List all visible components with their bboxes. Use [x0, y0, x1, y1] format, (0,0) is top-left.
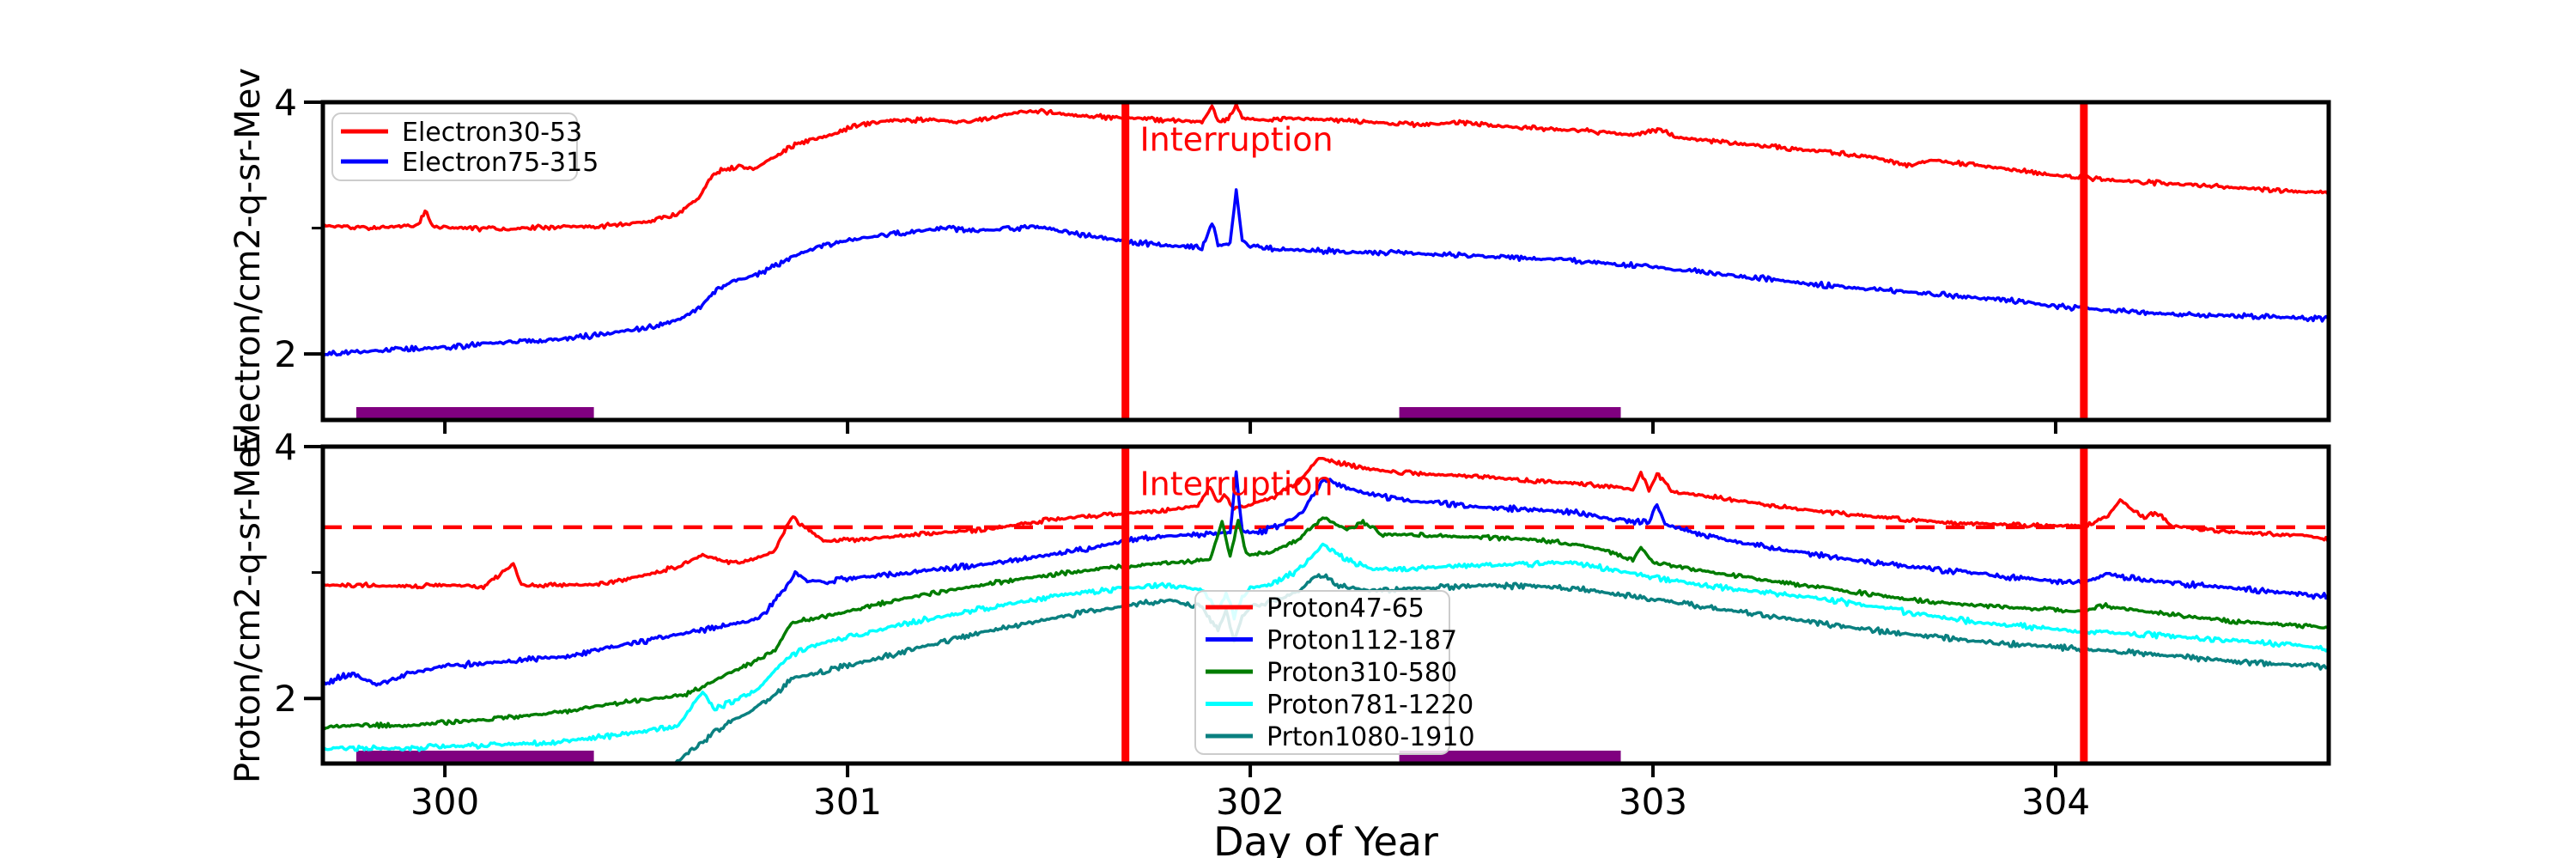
interval-span-bar: [1399, 751, 1621, 764]
y-tick-label: 2: [274, 333, 297, 375]
interruption-annotation: Interruption: [1139, 465, 1333, 502]
x-tick-label: 304: [2021, 781, 2090, 823]
x-tick-label: 300: [410, 781, 479, 823]
legend-label: Electron75-315: [402, 148, 598, 178]
legend-label: Proton47-65: [1267, 593, 1425, 624]
series-line-Electron30-53: [323, 102, 2329, 233]
series-line-Electron75-315: [323, 188, 2329, 357]
interval-span-bar: [355, 407, 594, 420]
series-line-Prton1080-1910: [672, 573, 2329, 764]
y-tick-label: 2: [274, 678, 297, 720]
legend-label: Proton112-187: [1267, 626, 1457, 656]
panel-spine-box: [320, 444, 2331, 766]
legend-box: Proton47-65Proton112-187Proton310-580Pro…: [1194, 590, 1475, 755]
x-tick-label: 301: [813, 781, 882, 823]
legend-label: Proton781-1220: [1267, 691, 1473, 721]
interruption-annotation: Interruption: [1139, 120, 1333, 158]
y-tick-label: 4: [274, 82, 297, 124]
y-tick-label: 4: [274, 426, 297, 468]
x-axis-label: Day of Year: [1213, 818, 1438, 858]
series-line-Proton112-187: [323, 470, 2329, 687]
legend-frame: [1194, 590, 1450, 755]
legend-label: Electron30-53: [402, 118, 582, 148]
panel-spine-box: [320, 100, 2331, 423]
interval-span-bar: [355, 751, 594, 764]
series-line-Proton310-580: [323, 516, 2329, 731]
legend-label: Proton310-580: [1267, 658, 1457, 688]
y-axis-label-proton: Proton/cm2-q-sr-Mev: [228, 427, 268, 783]
legend-frame: [331, 113, 578, 181]
series-line-Proton781-1220: [323, 542, 2329, 752]
x-tick-label: 303: [1619, 781, 1687, 823]
panel-proton: Interruption 300 301 302 303 304 2 4Proton/cm2-…: [228, 426, 2331, 823]
legend-label: Prton1080-1910: [1267, 722, 1475, 752]
series-line-Proton47-65: [323, 456, 2329, 591]
y-axis-label-electron: Electron/cm2-q-sr-Mev: [228, 68, 268, 454]
x-tick-label: 302: [1216, 781, 1285, 823]
interval-span-bar: [1399, 407, 1621, 420]
